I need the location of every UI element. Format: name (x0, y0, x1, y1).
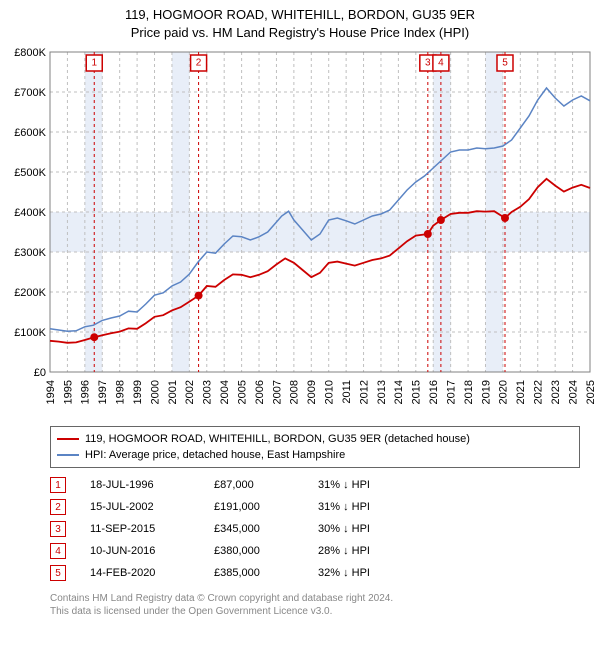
title-line-2: Price paid vs. HM Land Registry's House … (131, 25, 469, 40)
legend-label: 119, HOGMOOR ROAD, WHITEHILL, BORDON, GU… (85, 433, 470, 445)
transaction-row: 1 18-JUL-1996 £87,000 31% ↓ HPI (50, 474, 580, 496)
svg-text:2001: 2001 (167, 380, 179, 404)
transaction-price: £87,000 (214, 479, 294, 491)
transaction-date: 14-FEB-2020 (90, 567, 190, 579)
transaction-row: 5 14-FEB-2020 £385,000 32% ↓ HPI (50, 562, 580, 584)
svg-text:£700K: £700K (14, 87, 46, 99)
transaction-price: £385,000 (214, 567, 294, 579)
svg-text:£800K: £800K (14, 47, 46, 59)
svg-text:2016: 2016 (428, 380, 440, 404)
svg-text:2024: 2024 (567, 380, 579, 404)
transaction-date: 10-JUN-2016 (90, 545, 190, 557)
transaction-row: 2 15-JUL-2002 £191,000 31% ↓ HPI (50, 496, 580, 518)
svg-text:£200K: £200K (14, 287, 46, 299)
transaction-marker: 3 (50, 521, 66, 537)
legend-item: HPI: Average price, detached house, East… (57, 447, 573, 463)
svg-text:2014: 2014 (393, 380, 405, 404)
transaction-marker: 5 (50, 565, 66, 581)
svg-text:5: 5 (502, 58, 508, 69)
svg-text:1999: 1999 (132, 380, 144, 404)
svg-text:2018: 2018 (463, 380, 475, 404)
svg-text:2005: 2005 (236, 380, 248, 404)
svg-text:£300K: £300K (14, 247, 46, 259)
price-chart: £0 £100K £200K £300K £400K £500K £600K £700K £80… (0, 42, 600, 422)
svg-text:2020: 2020 (498, 380, 510, 404)
svg-text:2002: 2002 (184, 380, 196, 404)
transaction-delta: 31% ↓ HPI (318, 479, 438, 491)
svg-text:£400K: £400K (14, 207, 46, 219)
svg-text:2019: 2019 (480, 380, 492, 404)
svg-text:2022: 2022 (533, 380, 545, 404)
legend-swatch (57, 438, 79, 440)
svg-text:2009: 2009 (306, 380, 318, 404)
transaction-delta: 32% ↓ HPI (318, 567, 438, 579)
legend-label: HPI: Average price, detached house, East… (85, 449, 345, 461)
svg-text:2015: 2015 (411, 380, 423, 404)
footer-line-2: This data is licensed under the Open Gov… (50, 606, 332, 617)
svg-text:£0: £0 (34, 367, 46, 379)
svg-text:4: 4 (438, 58, 444, 69)
transaction-marker: 1 (50, 477, 66, 493)
transaction-price: £380,000 (214, 545, 294, 557)
svg-text:2010: 2010 (324, 380, 336, 404)
title-line-1: 119, HOGMOOR ROAD, WHITEHILL, BORDON, GU… (125, 7, 475, 22)
transaction-marker: 4 (50, 543, 66, 559)
transaction-row: 4 10-JUN-2016 £380,000 28% ↓ HPI (50, 540, 580, 562)
transaction-date: 15-JUL-2002 (90, 501, 190, 513)
transaction-date: 11-SEP-2015 (90, 523, 190, 535)
svg-text:2021: 2021 (515, 380, 527, 404)
svg-text:1996: 1996 (80, 380, 92, 404)
chart-title: 119, HOGMOOR ROAD, WHITEHILL, BORDON, GU… (0, 6, 600, 42)
transaction-price: £345,000 (214, 523, 294, 535)
svg-text:2: 2 (196, 58, 202, 69)
svg-text:2000: 2000 (149, 380, 161, 404)
transaction-date: 18-JUL-1996 (90, 479, 190, 491)
transaction-row: 3 11-SEP-2015 £345,000 30% ↓ HPI (50, 518, 580, 540)
svg-text:£100K: £100K (14, 327, 46, 339)
svg-text:2013: 2013 (376, 380, 388, 404)
svg-text:1: 1 (91, 58, 97, 69)
svg-text:3: 3 (425, 58, 431, 69)
svg-text:1995: 1995 (62, 380, 74, 404)
transaction-delta: 31% ↓ HPI (318, 501, 438, 513)
svg-text:2012: 2012 (358, 380, 370, 404)
transaction-marker: 2 (50, 499, 66, 515)
legend-item: 119, HOGMOOR ROAD, WHITEHILL, BORDON, GU… (57, 431, 573, 447)
legend: 119, HOGMOOR ROAD, WHITEHILL, BORDON, GU… (50, 426, 580, 468)
svg-text:£600K: £600K (14, 127, 46, 139)
transaction-delta: 28% ↓ HPI (318, 545, 438, 557)
svg-text:1998: 1998 (115, 380, 127, 404)
svg-text:1997: 1997 (97, 380, 109, 404)
svg-text:£500K: £500K (14, 167, 46, 179)
legend-swatch (57, 454, 79, 456)
chart-container: £0 £100K £200K £300K £400K £500K £600K £700K £80… (0, 42, 600, 422)
svg-text:2007: 2007 (271, 380, 283, 404)
data-attribution: Contains HM Land Registry data © Crown c… (50, 592, 580, 618)
svg-text:1994: 1994 (45, 380, 57, 404)
svg-text:2025: 2025 (585, 380, 597, 404)
svg-text:2023: 2023 (550, 380, 562, 404)
svg-text:2006: 2006 (254, 380, 266, 404)
transaction-delta: 30% ↓ HPI (318, 523, 438, 535)
transaction-price: £191,000 (214, 501, 294, 513)
footer-line-1: Contains HM Land Registry data © Crown c… (50, 593, 393, 604)
svg-text:2004: 2004 (219, 380, 231, 404)
transactions-table: 1 18-JUL-1996 £87,000 31% ↓ HPI 2 15-JUL-2002… (50, 474, 580, 584)
svg-text:2003: 2003 (202, 380, 214, 404)
svg-text:2017: 2017 (445, 380, 457, 404)
svg-text:2008: 2008 (289, 380, 301, 404)
svg-text:2011: 2011 (341, 380, 353, 404)
